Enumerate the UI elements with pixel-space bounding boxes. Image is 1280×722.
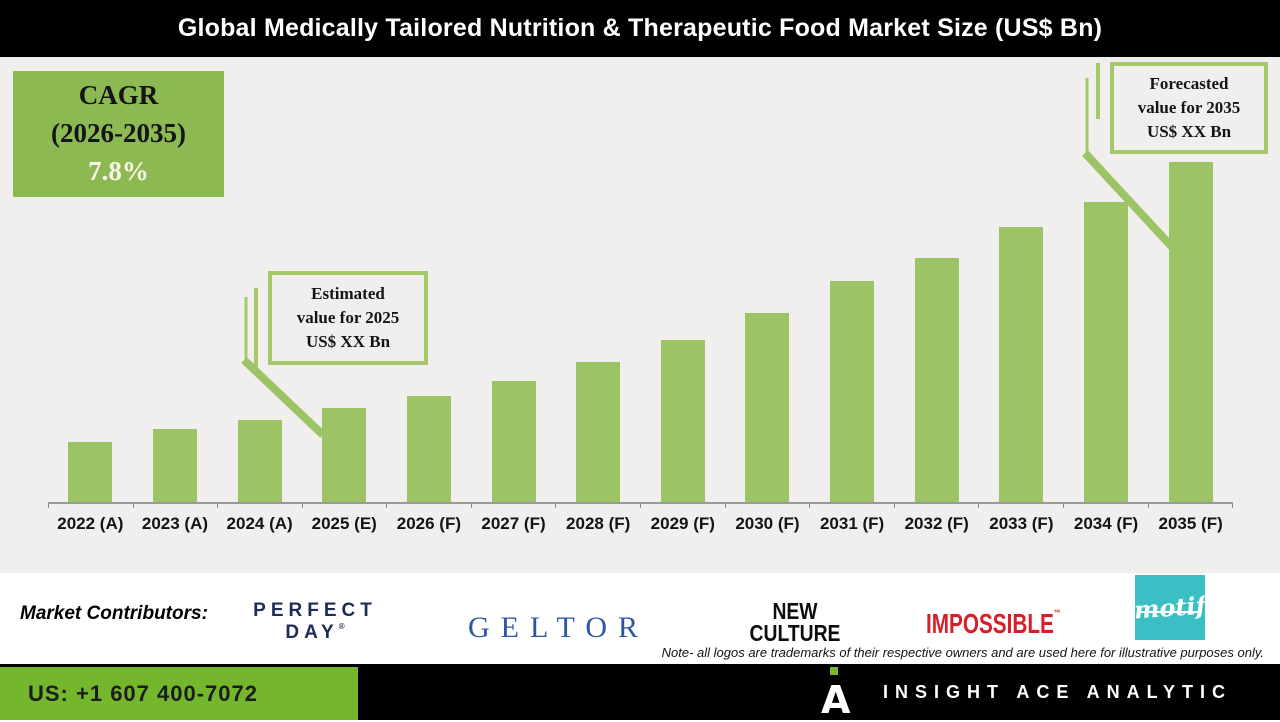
bar-2024 (A) bbox=[237, 420, 282, 502]
motif-flourish-line bbox=[1138, 611, 1202, 613]
forecasted-callout-line1: Forecasted bbox=[1149, 74, 1229, 94]
bar-2027 (F) bbox=[491, 381, 536, 502]
estimated-value-callout: Estimated value for 2025 US$ XX Bn bbox=[268, 271, 428, 365]
bar-cell bbox=[133, 57, 218, 502]
estimated-callout-line2: value for 2025 bbox=[296, 308, 400, 328]
footer-bar: US: +1 607 400-7072 A INSIGHT ACE ANALYT… bbox=[0, 664, 1280, 720]
x-tick-label: 2035 (F) bbox=[1158, 514, 1223, 533]
page-title: Global Medically Tailored Nutrition & Th… bbox=[177, 14, 1103, 42]
axis-tick bbox=[979, 504, 1064, 508]
axis-tick bbox=[472, 504, 557, 508]
x-tick-label: 2034 (F) bbox=[1073, 514, 1139, 533]
axis-tick bbox=[134, 504, 219, 508]
x-tick-label: 2031 (F) bbox=[819, 514, 885, 533]
bar-cell bbox=[387, 57, 472, 502]
bar-2025 (E) bbox=[322, 408, 367, 502]
motif-wordmark: motif bbox=[1133, 590, 1207, 625]
x-tick-label: 2033 (F) bbox=[989, 514, 1054, 533]
bar-cell bbox=[810, 57, 895, 502]
bar-cell bbox=[725, 57, 810, 502]
title-bar: Global Medically Tailored Nutrition & Th… bbox=[0, 0, 1280, 57]
logo-letter: A bbox=[820, 678, 851, 722]
bar-2032 (F) bbox=[914, 258, 959, 502]
bar-2029 (F) bbox=[660, 340, 705, 502]
cagr-line1: CAGR bbox=[78, 80, 159, 111]
bar-cell bbox=[979, 57, 1064, 502]
brand-block: A INSIGHT ACE ANALYTIC bbox=[821, 664, 1232, 720]
x-axis bbox=[48, 502, 1234, 508]
bar-2026 (F) bbox=[406, 396, 451, 502]
axis-tick bbox=[726, 504, 811, 508]
bar-cell bbox=[894, 57, 979, 502]
bar-cell bbox=[556, 57, 641, 502]
forecasted-value-callout: Forecasted value for 2035 US$ XX Bn bbox=[1110, 62, 1268, 154]
x-tick-label: 2024 (A) bbox=[226, 514, 293, 533]
bar-cell bbox=[217, 57, 302, 502]
chart-panel: 2022 (A) 2023 (A) 2024 (A) 2025 (E) 2026 (F)… bbox=[0, 57, 1280, 573]
plot-area bbox=[48, 57, 1233, 502]
x-tick-label: 2028 (F) bbox=[566, 514, 631, 533]
logo-new-culture: NEW CULTURE bbox=[749, 598, 841, 646]
perfect-day-line1: PERFECT bbox=[253, 600, 377, 621]
x-tick-label: 2025 (E) bbox=[311, 514, 377, 533]
axis-tick bbox=[1064, 504, 1149, 508]
axis-tick bbox=[218, 504, 303, 508]
brand-name: INSIGHT ACE ANALYTIC bbox=[882, 681, 1232, 702]
phone-number: US: +1 607 400-7072 bbox=[28, 680, 258, 706]
new-culture-line1: NEW bbox=[772, 598, 818, 624]
market-contributors-label: Market Contributors: bbox=[20, 603, 208, 624]
bar-2028 (F) bbox=[576, 362, 621, 502]
logo-impossible: IMPOSSIBLE™ bbox=[926, 608, 1061, 639]
axis-tick bbox=[48, 504, 134, 508]
x-tick-label: 2027 (F) bbox=[481, 514, 546, 533]
cagr-value: 7.8% bbox=[88, 155, 149, 186]
forecasted-callout-line3: US$ XX Bn bbox=[1146, 121, 1232, 141]
bar-2030 (F) bbox=[745, 313, 790, 502]
axis-tick bbox=[303, 504, 388, 508]
cagr-line2: (2026-2035) bbox=[51, 118, 186, 149]
perfect-day-line2: DAY® bbox=[285, 621, 345, 643]
x-tick-label: 2030 (F) bbox=[735, 514, 800, 533]
registered-mark-icon: ® bbox=[338, 621, 345, 631]
estimated-callout-line1: Estimated bbox=[311, 284, 385, 304]
axis-tick bbox=[1149, 504, 1234, 508]
bar-cell bbox=[48, 57, 133, 502]
forecasted-callout-line2: value for 2035 bbox=[1137, 98, 1241, 118]
x-tick-label: 2029 (F) bbox=[650, 514, 715, 533]
bar-cell bbox=[1064, 57, 1149, 502]
bar-2031 (F) bbox=[830, 281, 875, 502]
axis-tick bbox=[556, 504, 642, 508]
phone-block: US: +1 607 400-7072 bbox=[0, 667, 358, 720]
cagr-badge: CAGR (2026-2035) 7.8% bbox=[13, 71, 224, 197]
contributors-strip: Market Contributors: PERFECT DAY® GELTOR… bbox=[0, 573, 1280, 664]
axis-tick bbox=[641, 504, 726, 508]
axis-tick bbox=[895, 504, 980, 508]
x-tick-label: 2023 (A) bbox=[141, 514, 209, 533]
logo-motif: motif bbox=[1133, 575, 1207, 640]
trademark-icon: ™ bbox=[1053, 608, 1061, 618]
estimated-callout-line3: US$ XX Bn bbox=[305, 331, 391, 351]
new-culture-line2: CULTURE bbox=[749, 619, 841, 646]
bar-cell bbox=[640, 57, 725, 502]
axis-tick bbox=[810, 504, 895, 508]
bar-cell bbox=[1148, 57, 1233, 502]
bar-2033 (F) bbox=[999, 227, 1044, 502]
bar-cell bbox=[302, 57, 387, 502]
x-tick-label: 2022 (A) bbox=[57, 514, 124, 533]
axis-tick bbox=[387, 504, 472, 508]
bar-2034 (F) bbox=[1084, 202, 1128, 502]
bar-cell bbox=[471, 57, 556, 502]
x-tick-label: 2026 (F) bbox=[396, 514, 461, 533]
bar-2035 (F) bbox=[1168, 162, 1213, 502]
axis-labels: 2022 (A) 2023 (A) 2024 (A) 2025 (E) 2026 (F)… bbox=[48, 514, 1233, 534]
logo-geltor: GELTOR bbox=[468, 611, 650, 644]
bar-2022 (A) bbox=[68, 442, 113, 502]
logo-green-dot-icon bbox=[829, 667, 838, 675]
trademark-note: Note- all logos are trademarks of their … bbox=[661, 645, 1264, 660]
x-tick-label: 2032 (F) bbox=[904, 514, 969, 533]
logo-perfect-day: PERFECT DAY® bbox=[253, 600, 377, 644]
bar-2023 (A) bbox=[152, 429, 197, 502]
insight-ace-logo-icon: A bbox=[820, 667, 857, 722]
